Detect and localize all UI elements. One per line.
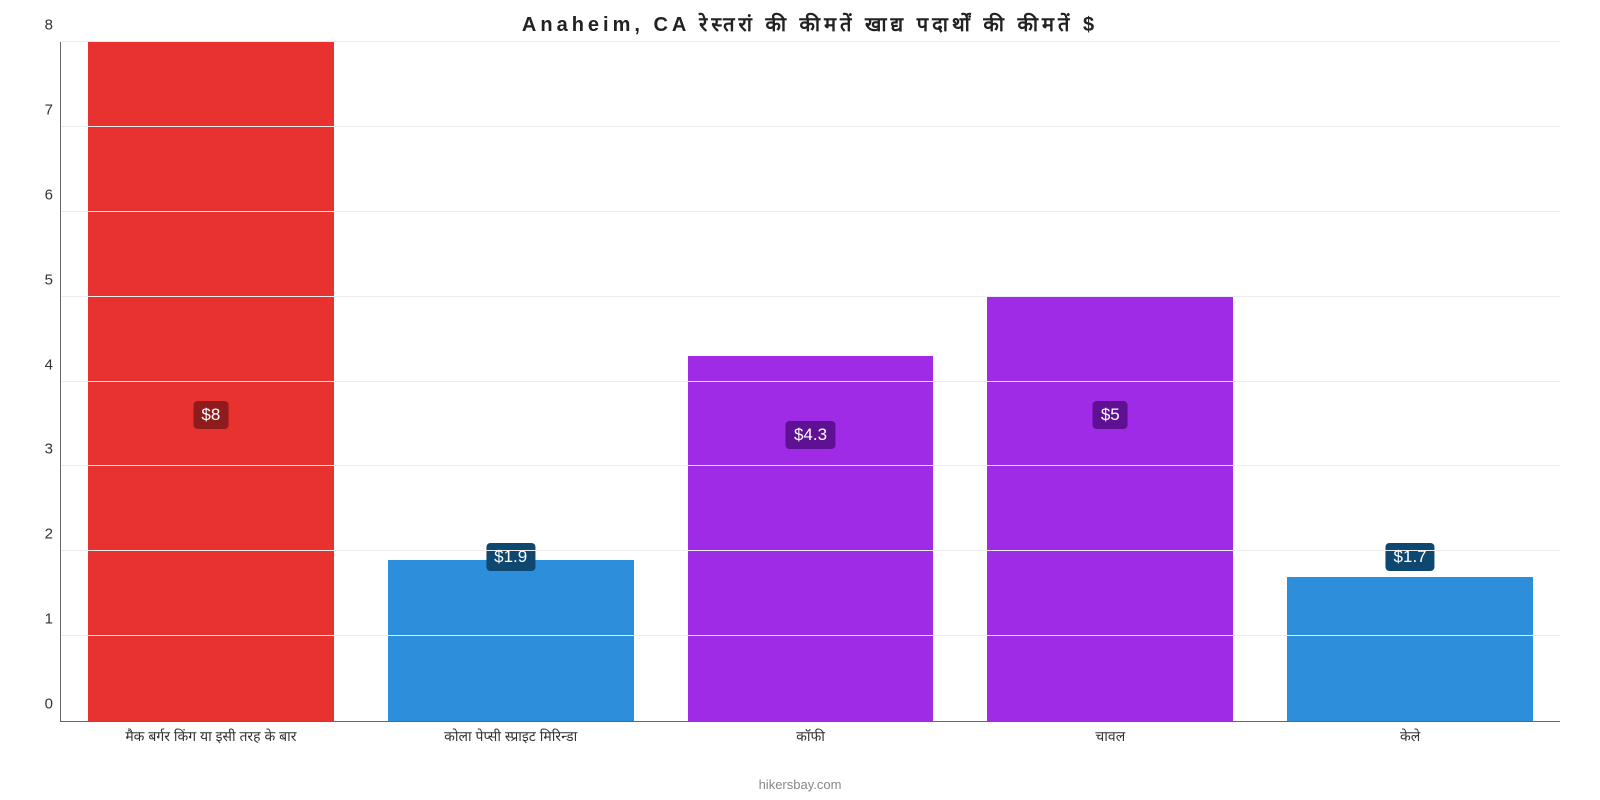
bar: $4.3 (688, 356, 934, 721)
bar-value-label: $5 (1093, 401, 1128, 429)
gridline (61, 41, 1560, 42)
y-tick-label: 6 (45, 186, 61, 203)
bar-value-label: $1.9 (486, 543, 535, 571)
attribution-text: hikersbay.com (759, 777, 842, 792)
y-tick-label: 7 (45, 101, 61, 118)
x-axis-label: कॉफी (661, 727, 961, 746)
gridline (61, 296, 1560, 297)
bar: $8 (88, 42, 334, 721)
x-axis-label: कोला पेप्सी स्प्राइट मिरिन्डा (361, 727, 661, 746)
y-tick-label: 3 (45, 441, 61, 458)
bar-value-label: $4.3 (786, 421, 835, 449)
gridline (61, 211, 1560, 212)
gridline (61, 381, 1560, 382)
gridline (61, 550, 1560, 551)
bar-slot: $4.3 (661, 42, 961, 721)
chart-title: Anaheim, CA रेस्तरां की कीमतें खाद्य पदा… (60, 10, 1560, 37)
bar-slot: $1.9 (361, 42, 661, 721)
y-tick-label: 4 (45, 356, 61, 373)
y-tick-label: 0 (45, 696, 61, 713)
price-bar-chart: Anaheim, CA रेस्तरां की कीमतें खाद्य पदा… (0, 0, 1600, 800)
bar: $1.7 (1287, 577, 1533, 721)
bar-value-label: $8 (193, 401, 228, 429)
x-axis-label: केले (1260, 727, 1560, 746)
gridline (61, 126, 1560, 127)
y-tick-label: 8 (45, 17, 61, 34)
y-tick-label: 5 (45, 271, 61, 288)
bar: $1.9 (388, 560, 634, 721)
bar-value-label: $1.7 (1386, 543, 1435, 571)
bars-row: $8 $1.9 $4.3 $5 $1.7 (61, 42, 1560, 721)
gridline (61, 635, 1560, 636)
x-axis-labels: मैक बर्गर किंग या इसी तरह के बारकोला पेप… (61, 721, 1560, 746)
x-axis-label: मैक बर्गर किंग या इसी तरह के बार (61, 727, 361, 746)
plot-area: $8$1.9$4.3$5$1.7 मैक बर्गर किंग या इसी त… (60, 42, 1560, 722)
bar-slot: $8 (61, 42, 361, 721)
x-axis-label: चावल (960, 727, 1260, 746)
y-tick-label: 2 (45, 526, 61, 543)
gridline (61, 465, 1560, 466)
bar: $5 (987, 297, 1233, 721)
bar-slot: $5 (960, 42, 1260, 721)
bar-slot: $1.7 (1260, 42, 1560, 721)
y-tick-label: 1 (45, 611, 61, 628)
